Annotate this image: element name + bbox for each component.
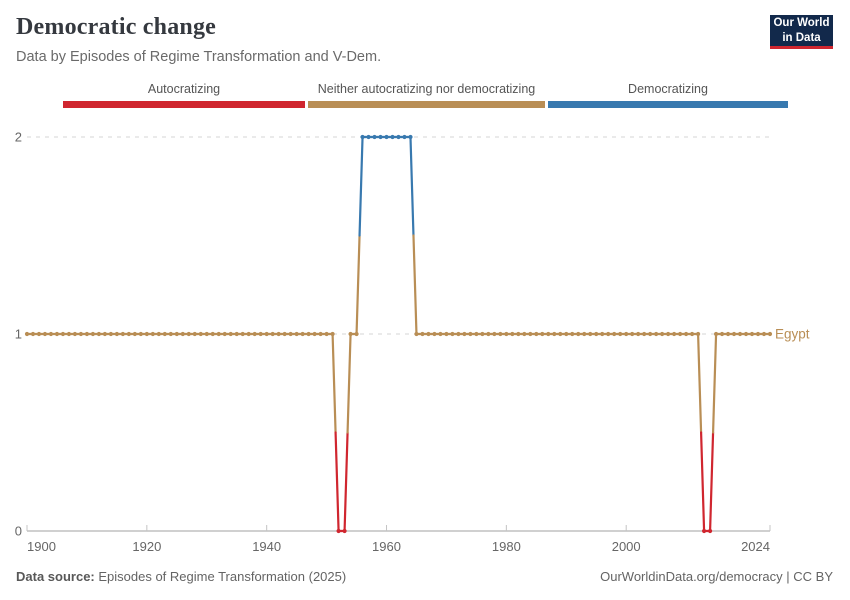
series-label-egypt[interactable]: Egypt <box>775 327 810 342</box>
y-tick-label: 0 <box>15 524 22 539</box>
legend-label-democratizing: Democratizing <box>628 82 708 96</box>
owid-logo[interactable]: Our World in Data <box>770 15 833 49</box>
data-source-label: Data source: <box>16 569 95 584</box>
y-axis-labels: 0 1 2 <box>15 130 22 539</box>
legend-bar-autocratizing <box>63 101 305 108</box>
legend-bar-neither <box>308 101 545 108</box>
x-tick-label: 1980 <box>492 539 521 554</box>
owid-logo-line1: Our World <box>773 17 830 30</box>
legend-item-autocratizing[interactable]: Autocratizing <box>63 82 305 108</box>
x-axis-labels: 1900 1920 1940 1960 1980 2000 2024 <box>27 539 770 554</box>
legend-bar-democratizing <box>548 101 788 108</box>
x-tick-label: 1960 <box>372 539 401 554</box>
series-markers-egypt[interactable] <box>24 134 773 534</box>
y-tick-label: 2 <box>15 130 22 145</box>
owid-link[interactable]: OurWorldinData.org/democracy | CC BY <box>600 569 833 584</box>
x-axis <box>26 525 771 532</box>
legend-item-democratizing[interactable]: Democratizing <box>548 82 788 108</box>
legend-item-neither[interactable]: Neither autocratizing nor democratizing <box>308 82 545 108</box>
x-tick-label: 1920 <box>132 539 161 554</box>
owid-logo-line2: in Data <box>782 31 821 44</box>
legend-label-autocratizing: Autocratizing <box>147 82 221 96</box>
x-tick-label: 1900 <box>27 539 56 554</box>
legend-label-neither: Neither autocratizing nor democratizing <box>317 82 536 96</box>
data-source-value: Episodes of Regime Transformation (2025) <box>94 569 347 584</box>
gridlines <box>27 136 770 335</box>
chart-subtitle: Data by Episodes of Regime Transformatio… <box>16 49 382 65</box>
x-tick-label: 2024 <box>741 539 770 554</box>
line-chart[interactable]: 1900 1920 1940 1960 1980 2000 2024 0 1 2 Egypt <box>0 120 850 565</box>
x-tick-label: 2000 <box>612 539 641 554</box>
data-source: Data source: Episodes of Regime Transfor… <box>16 569 346 584</box>
y-tick-label: 1 <box>15 327 22 342</box>
category-legend: Autocratizing Neither autocratizing nor … <box>63 82 788 108</box>
page-title: Democratic change <box>16 14 216 40</box>
x-tick-label: 1940 <box>252 539 281 554</box>
